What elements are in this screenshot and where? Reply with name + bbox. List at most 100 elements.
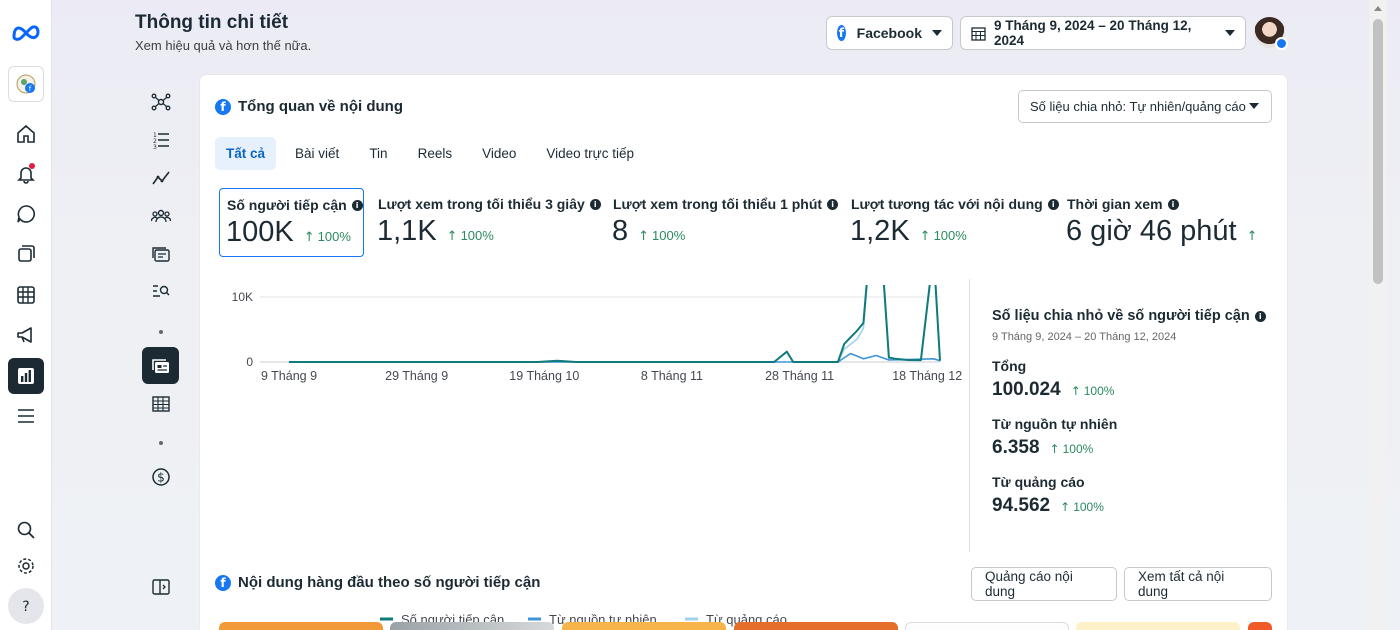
collapse-panel-icon[interactable] [142,568,179,605]
page-scrollbar[interactable] [1369,0,1387,630]
profile-avatar[interactable] [1254,17,1288,50]
tab-posts[interactable]: Bài viết [295,146,340,161]
meta-logo-icon[interactable] [8,14,44,50]
y-tick-label: 0 [246,355,253,369]
platform-select[interactable]: f Facebook [826,16,953,50]
metric-label: Lượt xem trong tối thiểu 3 giây [378,196,585,212]
tab-stories[interactable]: Tin [369,146,388,161]
trend-up-indicator: ↑ 100% [920,228,967,244]
info-icon[interactable]: i [1167,198,1179,210]
content-icon[interactable] [8,236,44,272]
metric-change: 100% [460,228,494,243]
facebook-icon: f [837,25,846,41]
chevron-down-icon [932,30,942,36]
chevron-down-icon [1225,30,1235,36]
metric-change: 100% [933,228,967,243]
breakdown-change: 100% [1083,384,1115,398]
messages-icon[interactable] [8,196,44,232]
breakdown-organic-label: Từ nguồn tự nhiên [992,416,1118,432]
insights-icon[interactable] [8,358,44,394]
trend-up-indicator: ↑ 100% [1049,442,1094,456]
breakdown-ads-value: 94.562 [992,495,1051,516]
content-cards-icon[interactable] [142,235,179,272]
content-thumbnail[interactable] [390,622,554,630]
content-overview-card: f Tổng quan về nội dung Số liệu chia nhỏ… [200,75,1287,630]
scroll-up-arrow-icon[interactable] [1374,6,1382,11]
audience-icon[interactable] [142,197,179,234]
tab-all[interactable]: Tất cả [215,137,277,170]
global-nav-rail: f ? [0,0,52,630]
x-tick-label: 29 Tháng 9 [385,369,448,383]
metric-reach[interactable]: Số người tiếp cận i 100K ↑ 100% [219,188,364,257]
monetization-dollar-icon[interactable]: $ [142,458,179,495]
breakdown-total-label: Tổng [992,358,1027,374]
tab-live-video[interactable]: Video trực tiếp [546,146,634,161]
menu-icon[interactable] [8,398,44,434]
info-icon[interactable]: i [827,198,839,210]
overview-title-text: Tổng quan về nội dung [238,98,403,115]
metric-3s-views[interactable]: Lượt xem trong tối thiểu 3 giây i 1,1K ↑ 10… [371,188,601,257]
series-line [289,352,941,363]
tab-video[interactable]: Video [482,146,517,161]
info-icon[interactable]: i [1047,198,1059,210]
date-range-select[interactable]: 9 Tháng 9, 2024 – 20 Tháng 12, 2024 [960,16,1246,50]
metric-1min-views[interactable]: Lượt xem trong tối thiểu 1 phút i 8 ↑ 100% [606,188,839,257]
tab-reels[interactable]: Reels [417,146,453,161]
breakdown-change: 100% [1062,442,1094,456]
trend-up-indicator: ↑ 100% [304,229,351,245]
svg-text:?: ? [22,599,29,615]
content-thumbnail[interactable] [734,622,898,630]
trend-up-indicator: ↑ 100% [1060,500,1104,514]
boost-content-button[interactable]: Quảng cáo nội dung [971,567,1117,601]
breakdown-select[interactable]: Số liệu chia nhỏ: Tự nhiên/quảng cáo [1018,90,1272,123]
trend-up-indicator: ↑ 100% [638,228,685,244]
page-subtitle: Xem hiệu quả và hơn thế nữa. [135,38,312,53]
metric-value: 1,1K [377,215,437,247]
arrow-up-icon: ↑ [638,229,650,244]
svg-text:$: $ [157,470,165,484]
content-thumbnail[interactable] [219,622,383,630]
planner-icon[interactable] [8,277,44,313]
settings-icon[interactable] [8,548,44,584]
content-thumbnail[interactable] [905,622,1069,630]
table-icon[interactable] [142,385,179,422]
metric-value: 1,2K [850,215,910,247]
home-icon[interactable] [8,116,44,152]
breakdown-ads-label: Từ quảng cáo [992,474,1085,490]
search-list-icon[interactable] [142,273,179,310]
scrollbar-thumb[interactable] [1373,19,1383,284]
metric-label: Thời gian xem [1067,196,1163,212]
content-overview-icon[interactable] [142,347,179,384]
trend-up-indicator: ↑ 100% [447,228,494,244]
reach-breakdown-panel: Số liệu chia nhỏ về số người tiếp cận i 9… [992,308,1266,517]
svg-text:2: 2 [153,138,157,145]
page-avatar-icon[interactable]: f [8,66,44,102]
overview-section-title: f Tổng quan về nội dung [215,98,403,115]
content-thumbnail[interactable] [1248,622,1272,630]
page-title: Thông tin chi tiết [135,12,289,33]
help-icon[interactable]: ? [8,588,44,624]
notifications-icon[interactable] [8,156,44,192]
info-icon[interactable]: i [589,198,601,210]
arrow-up-icon: ↑ [919,229,931,244]
calendar-icon [971,26,986,41]
breakdown-date: 9 Tháng 9, 2024 – 20 Tháng 12, 2024 [992,331,1177,343]
content-thumbnail[interactable] [562,622,726,630]
ads-megaphone-icon[interactable] [8,317,44,353]
x-tick-label: 9 Tháng 9 [261,369,317,383]
metric-label: Số người tiếp cận [227,197,347,213]
network-icon[interactable] [142,83,179,120]
search-icon[interactable] [8,512,44,548]
info-icon[interactable]: i [1254,310,1266,322]
metric-engagement[interactable]: Lượt tương tác với nội dung i 1,2K ↑ 100% [844,188,1059,257]
platform-select-label: Facebook [856,25,922,41]
metric-change: 100% [317,229,351,244]
info-icon[interactable]: i [351,199,363,211]
see-all-content-button[interactable]: Xem tất cả nội dung [1124,567,1272,601]
metric-watch-time[interactable]: Thời gian xem i 6 giờ 46 phút ↑ [1060,188,1280,257]
trend-icon[interactable] [142,159,179,196]
top-content-section-title: f Nội dung hàng đầu theo số người tiếp c… [215,574,540,591]
x-tick-label: 28 Tháng 11 [765,369,834,383]
content-thumbnail[interactable] [1076,622,1240,630]
